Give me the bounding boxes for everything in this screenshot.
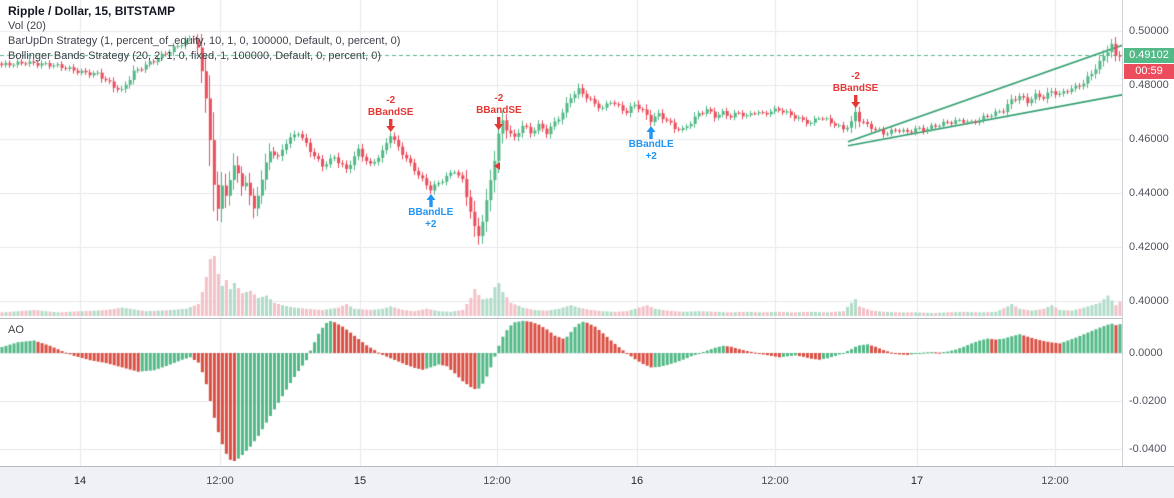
ao-axis-label: 0.0000 bbox=[1129, 347, 1163, 359]
current-price-badge: 0.49102 bbox=[1124, 47, 1174, 63]
ao-pane[interactable]: AO bbox=[0, 319, 1122, 466]
price-axis-label: 0.42000 bbox=[1129, 241, 1169, 254]
time-axis-separator bbox=[0, 466, 1174, 467]
ao-axis-label: -0.0200 bbox=[1129, 395, 1167, 407]
order-fill-left-arrow-icon bbox=[493, 162, 500, 171]
indicator-bollinger-strategy[interactable]: Bollinger Bands Strategy (20, 2, 1, 0, f… bbox=[8, 50, 382, 62]
price-axis-label: 0.46000 bbox=[1129, 133, 1169, 146]
indicator-barupdn-strategy[interactable]: BarUpDn Strategy (1, percent_of_equity, … bbox=[8, 35, 401, 47]
time-axis-label: 12:00 bbox=[761, 475, 789, 487]
time-axis-label: 12:00 bbox=[483, 475, 511, 487]
ao-chart-canvas[interactable] bbox=[0, 319, 1122, 466]
price-axis[interactable]: 0.49102 00:59 0.50000 0.48000 0.46000 0.440… bbox=[1122, 0, 1174, 466]
time-axis-label: 15 bbox=[353, 475, 367, 487]
pane-separator[interactable] bbox=[0, 318, 1122, 319]
price-pane[interactable]: Ripple / Dollar, 15, BITSTAMP Vol (20) B… bbox=[0, 0, 1122, 318]
time-axis-label: 16 bbox=[630, 475, 644, 487]
price-axis-label: 0.48000 bbox=[1129, 79, 1169, 92]
time-axis-label: 12:00 bbox=[206, 475, 234, 487]
time-axis-label: 17 bbox=[910, 475, 924, 487]
ao-axis-label: -0.0400 bbox=[1129, 443, 1167, 455]
price-axis-label: 0.44000 bbox=[1129, 187, 1169, 200]
bar-countdown-badge: 00:59 bbox=[1124, 63, 1174, 79]
ao-pane-label: AO bbox=[8, 324, 24, 336]
symbol-title[interactable]: Ripple / Dollar, 15, BITSTAMP bbox=[8, 4, 176, 18]
chart-legend: Ripple / Dollar, 15, BITSTAMP Vol (20) B… bbox=[8, 4, 400, 64]
price-axis-label: 0.40000 bbox=[1129, 295, 1169, 308]
time-axis-label: 12:00 bbox=[1041, 475, 1069, 487]
time-axis[interactable]: 14 12:00 15 12:00 16 12:00 17 12:00 bbox=[0, 467, 1174, 498]
time-axis-label: 14 bbox=[73, 475, 87, 487]
indicator-vol[interactable]: Vol (20) bbox=[8, 20, 46, 32]
price-chart-canvas[interactable] bbox=[0, 0, 1122, 318]
price-axis-label: 0.50000 bbox=[1129, 25, 1169, 38]
